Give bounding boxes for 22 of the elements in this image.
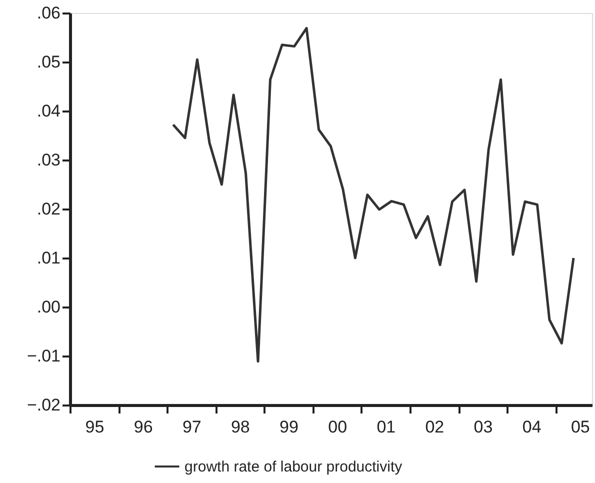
line-series <box>172 26 575 363</box>
x-tick-label: 03 <box>474 418 493 436</box>
x-tick-label: 05 <box>570 418 590 436</box>
y-tick-label: .03 <box>36 150 60 170</box>
x-tick-label: 01 <box>376 418 396 436</box>
y-tick-label: .04 <box>36 102 60 120</box>
x-tick-label: 95 <box>85 418 104 436</box>
x-tick-label: 04 <box>522 418 542 436</box>
y-tick-label: .06 <box>36 4 60 22</box>
x-tick-label: 98 <box>230 418 250 436</box>
y-tick-label: −.02 <box>26 396 60 414</box>
y-tick-label: −.01 <box>26 346 60 366</box>
y-tick-label: .00 <box>36 298 60 316</box>
y-tick-label: .05 <box>36 52 60 72</box>
x-tick-label: 97 <box>182 418 202 436</box>
x-tick-label: 02 <box>425 418 444 436</box>
legend-label: growth rate of labour productivity <box>184 458 403 476</box>
x-tick-label: 96 <box>134 418 153 436</box>
y-tick-label: .01 <box>36 248 60 268</box>
x-tick-label: 99 <box>279 418 298 436</box>
y-tick-label: .02 <box>36 200 60 218</box>
x-tick-label: 00 <box>328 418 348 436</box>
